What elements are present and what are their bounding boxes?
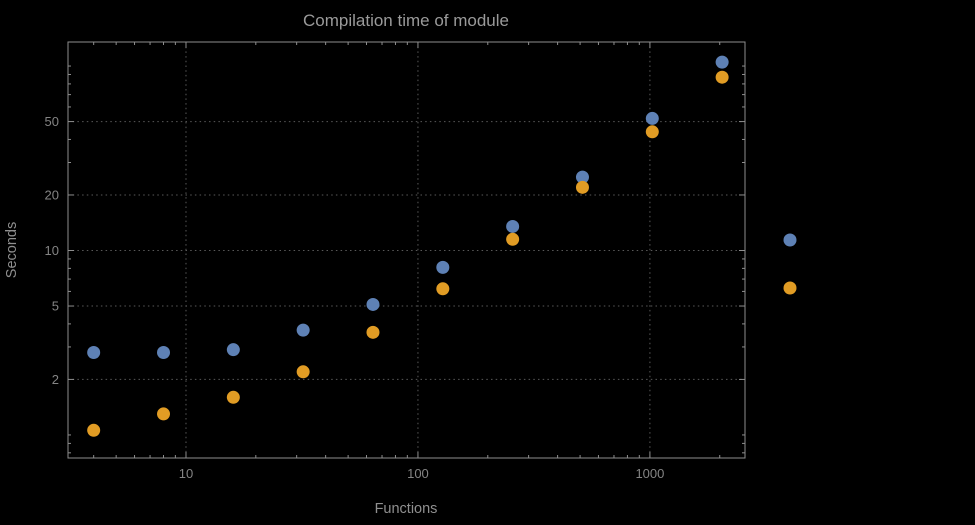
x-tick-label: 10 — [179, 466, 193, 481]
data-point-orange-series — [715, 70, 729, 84]
data-point-orange-series — [645, 125, 659, 139]
axis-ticks — [68, 42, 745, 458]
data-point-orange-series — [436, 282, 450, 296]
x-tick-label: 1000 — [635, 466, 664, 481]
data-point-blue-series — [296, 323, 310, 337]
x-axis-label: Functions — [375, 501, 438, 517]
tick-labels: 10 100 1000 2 5 10 20 50 — [45, 114, 665, 481]
data-point-orange-series — [575, 180, 589, 194]
data-point-blue-series — [87, 345, 101, 359]
data-point-blue-series — [575, 170, 589, 184]
data-point-blue-series — [226, 343, 240, 357]
data-point-orange-series — [226, 390, 240, 404]
y-tick-label: 50 — [45, 114, 59, 129]
legend — [783, 233, 797, 295]
data-point-blue-series — [436, 260, 450, 274]
data-point-orange-series — [296, 365, 310, 379]
y-tick-label: 20 — [45, 187, 59, 202]
y-axis-label: Seconds — [4, 222, 20, 278]
data-point-orange-series — [506, 232, 520, 246]
x-tick-label: 100 — [407, 466, 429, 481]
data-point-blue-series — [506, 219, 520, 233]
y-tick-label: 5 — [52, 299, 59, 314]
orange-series-marker — [783, 281, 797, 295]
chart-title: Compilation time of module — [303, 11, 509, 30]
y-tick-label: 10 — [45, 243, 59, 258]
data-point-blue-series — [645, 111, 659, 125]
data-point-blue-series — [715, 55, 729, 69]
data-point-blue-series — [366, 297, 380, 311]
data-points — [87, 55, 729, 437]
gridlines — [68, 42, 745, 458]
data-point-orange-series — [157, 407, 171, 421]
data-point-blue-series — [157, 345, 171, 359]
y-tick-label: 2 — [52, 372, 59, 387]
data-point-orange-series — [87, 423, 101, 437]
data-point-orange-series — [366, 325, 380, 339]
blue-series-marker — [783, 233, 797, 247]
